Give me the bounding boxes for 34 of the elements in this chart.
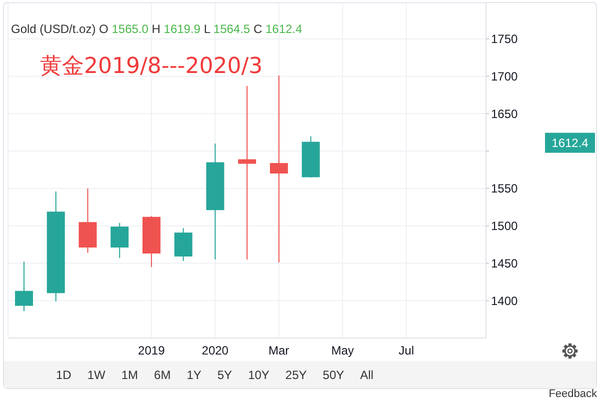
text: 6M [154,368,171,382]
text: 50Y [322,368,344,382]
y-tick-label: 1400 [491,294,518,308]
text: 1Y [186,368,202,382]
y-tick-label: 1650 [491,106,518,121]
text: 1D [56,368,72,382]
text: 10Y [248,368,270,382]
price-tag: 1612.4 [545,132,595,153]
y-tick-label: 1500 [491,219,518,234]
text: Feedback [548,388,597,400]
x-tick-label: 2020 [202,344,229,358]
annotation: O 1565.0 [99,22,148,36]
text: 5Y [217,368,232,382]
annotation: H 1619.9 [152,22,200,36]
candlestick [15,261,33,312]
text: 黄金2019/8---2020/3 [40,54,263,79]
y-tick-label: 1450 [491,256,518,270]
text: 25Y [285,368,307,382]
text: 1M [121,368,138,382]
candlestick [238,86,256,260]
annotation: C 1612.4 [253,22,302,36]
text: 1W [87,368,106,382]
candlestick [174,228,192,262]
text: All [360,368,374,382]
x-tick-label: Jul [398,344,414,358]
text: Gold (USD/t.oz) [11,22,96,36]
x-tick-label: May [331,344,354,358]
candlestick [110,222,129,258]
x-tick-label: 2019 [138,344,166,358]
y-tick-label: 1700 [491,70,518,84]
y-tick-label: 1550 [491,182,518,196]
x-tick-label: Mar [268,344,290,358]
y-tick-label: 1750 [491,32,518,46]
annotation: L 1564.5 [204,22,250,36]
